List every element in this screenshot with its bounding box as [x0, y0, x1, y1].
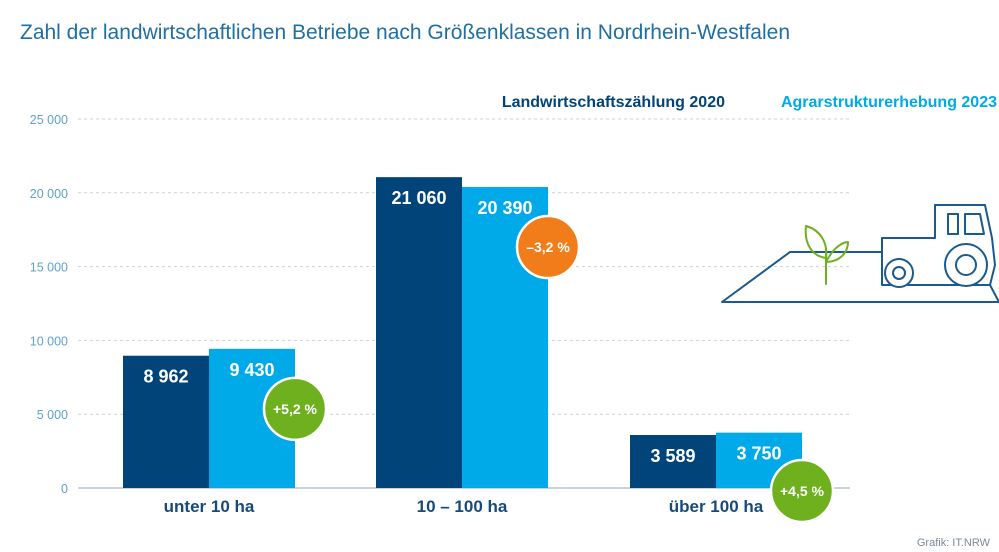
bar-value-label: 21 060: [391, 188, 446, 208]
y-tick-label: 10 000: [30, 334, 68, 348]
change-badge: +5,2 %: [262, 376, 328, 442]
source-credit: Grafik: IT.NRW: [917, 537, 991, 549]
y-tick-label: 5 000: [37, 408, 68, 422]
x-category-label: unter 10 ha: [164, 497, 255, 516]
change-badge-circle: [515, 214, 581, 280]
change-badge-circle: [769, 458, 835, 524]
tractor-field-icon: [721, 204, 999, 303]
bar-2020: [630, 435, 716, 488]
bar-value-label: 9 430: [229, 360, 274, 380]
legend-entry-2020: Landwirtschaftszählung 2020: [502, 94, 725, 111]
change-badges: +5,2 % –3,2 % +4,5 %: [262, 214, 835, 524]
bar-value-label: 8 962: [143, 367, 188, 387]
x-category-label: 10 – 100 ha: [417, 497, 508, 516]
y-tick-label: 0: [61, 482, 68, 496]
change-badge-label: +4,5 %: [780, 483, 825, 499]
change-badge-circle: [262, 376, 328, 442]
y-tick-label: 15 000: [30, 261, 68, 275]
y-tick-label: 25 000: [30, 113, 68, 127]
bars: [123, 177, 802, 489]
x-category-label: über 100 ha: [669, 497, 764, 516]
bar-2020: [376, 177, 462, 488]
x-axis-categories: unter 10 ha 10 – 100 ha über 100 ha: [164, 497, 764, 516]
bar-value-label: 3 589: [650, 446, 695, 466]
bar-value-label: 3 750: [736, 444, 781, 464]
value-labels: 8 962 9 430 21 060 20 390 3 589 3 750: [143, 188, 781, 466]
y-tick-label: 20 000: [30, 187, 68, 201]
change-badge: –3,2 %: [515, 214, 581, 280]
bar-value-label: 20 390: [477, 198, 532, 218]
change-badge-label: +5,2 %: [273, 401, 318, 417]
change-badge: +4,5 %: [769, 458, 835, 524]
bar-2020: [123, 355, 209, 488]
chart-title: Zahl der landwirtschaftlichen Betriebe n…: [20, 21, 790, 44]
y-axis-ticks: 0 5 000 10 000 15 000 20 000 25 000: [30, 113, 68, 496]
change-badge-label: –3,2 %: [526, 239, 570, 255]
legend-entry-2023: Agrarstrukturerhebung 2023: [781, 94, 997, 111]
